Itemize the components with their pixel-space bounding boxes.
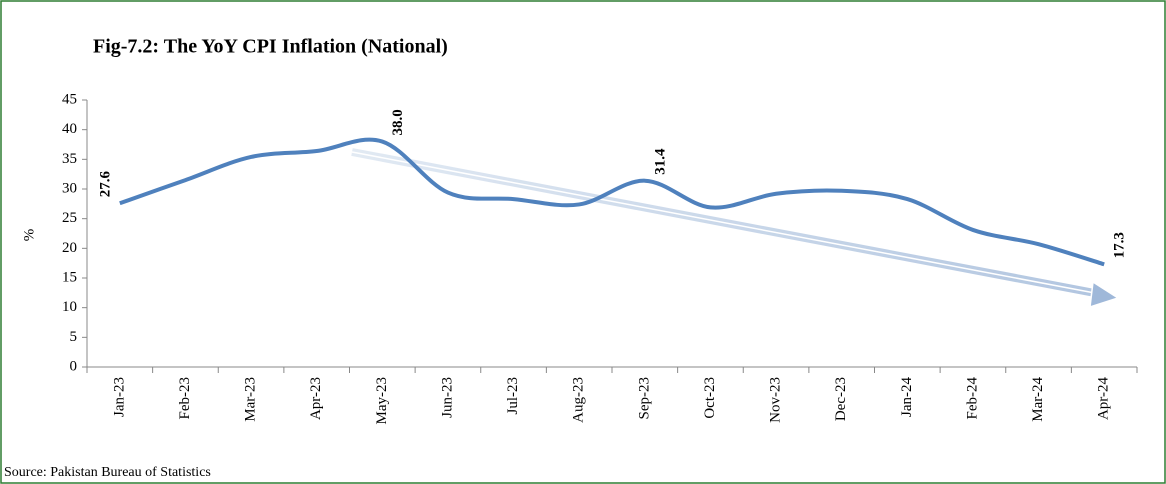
data-label: 38.0	[390, 109, 406, 135]
chart-title: Fig-7.2: The YoY CPI Inflation (National…	[93, 36, 448, 58]
y-tick-label: 0	[70, 358, 78, 374]
x-tick-label: Feb-23	[177, 377, 193, 420]
y-tick-label: 20	[62, 240, 77, 256]
x-tick-label: Jun-23	[439, 377, 455, 418]
x-tick-label: May-23	[374, 377, 390, 425]
y-tick-label: 10	[62, 299, 77, 315]
data-label: 31.4	[652, 148, 668, 175]
y-tick-label: 15	[62, 269, 77, 285]
x-tick-label: Dec-23	[833, 377, 849, 421]
x-tick-label: Nov-23	[768, 377, 784, 423]
source: Source: Pakistan Bureau of Statistics	[4, 465, 211, 480]
x-tick-label: Jan-24	[899, 377, 915, 417]
x-tick-label: Mar-23	[243, 377, 259, 422]
y-tick-label: 35	[62, 151, 77, 167]
line-series	[119, 137, 1105, 267]
data-label: 17.3	[1112, 232, 1128, 258]
y-tick-label: 25	[62, 210, 77, 226]
x-tick-label: Mar-24	[1030, 377, 1046, 422]
x-tick-label: Feb-24	[964, 377, 980, 420]
x-tick-label: Sep-23	[636, 377, 652, 420]
x-tick-label: Jul-23	[505, 377, 521, 415]
x-tick-label: Aug-23	[571, 377, 587, 423]
x-tick-label: Jan-23	[111, 377, 127, 417]
x-tick-label: Apr-24	[1096, 377, 1112, 421]
x-tick-label: Oct-23	[702, 377, 718, 419]
y-tick-label: 30	[62, 180, 77, 196]
y-tick-label: 45	[62, 91, 77, 107]
y-tick-label: 40	[62, 121, 77, 137]
data-label: 27.6	[97, 170, 113, 197]
y-axis-label: %	[21, 229, 37, 242]
trend-arrow	[351, 148, 1120, 309]
x-tick-label: Apr-23	[308, 377, 324, 420]
y-tick-label: 5	[70, 329, 78, 345]
